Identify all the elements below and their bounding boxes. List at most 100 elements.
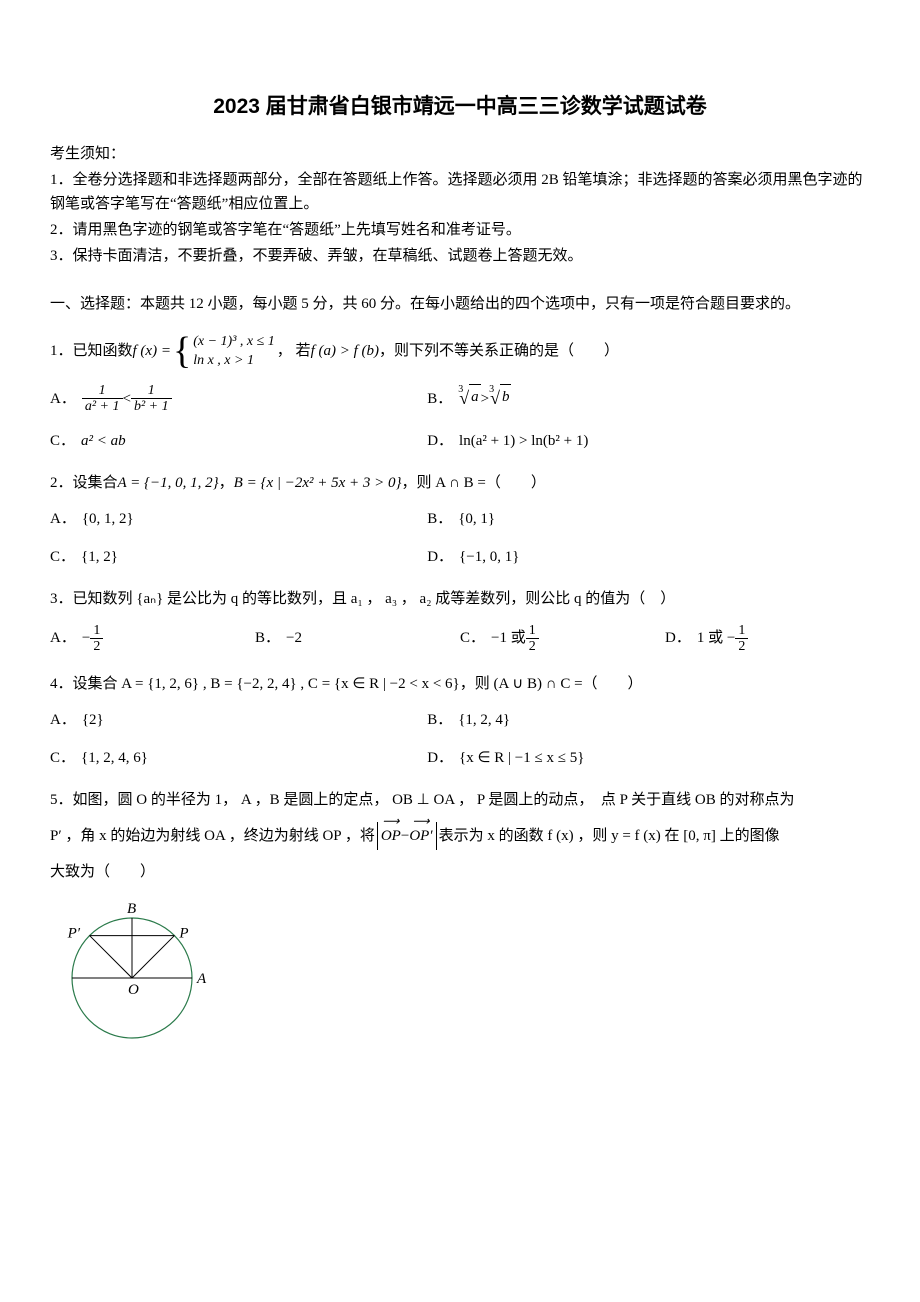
opt-label: A． [50,626,76,650]
opt-text: {1, 2} [81,545,118,569]
question-3: 3．已知数列 {aₙ} 是公比为 q 的等比数列，且 a₁ ， a₃ ， a₂ … [50,587,870,655]
radius-opp [90,936,132,978]
q2-pre: 2．设集合 [50,471,118,495]
label-a: A [196,971,207,987]
q2-option-d: D．{−1, 0, 1} [427,545,870,569]
radicand: b [500,384,512,409]
frac-num: 1 [526,623,539,639]
frac-num: 1 [90,623,103,639]
q4-option-c: C．{1, 2, 4, 6} [50,746,427,770]
question-4: 4．设集合 A = {1, 2, 6} , B = {−2, 2, 4} , C… [50,672,870,770]
vector-opp: OP′ [409,824,432,848]
opt-label: D． [427,746,453,770]
frac-num: 1 [735,623,748,639]
opt-pre: −1 或 [491,626,526,650]
q2-option-c: C．{1, 2} [50,545,427,569]
gt-sign: > [481,387,489,411]
q1-case1: (x − 1)³ , x ≤ 1 [193,332,275,352]
q3-option-d: D． 1 或 − 12 [665,623,870,655]
q1-option-a: A． 1a² + 1 < 1b² + 1 [50,383,427,415]
q1-option-c: C． a² < ab [50,429,427,453]
opt-label: D． [427,429,453,453]
q4-option-b: B．{1, 2, 4} [427,708,870,732]
frac-den: a² + 1 [82,399,123,414]
opt-text: −2 [286,626,302,650]
opt-label: D． [427,545,453,569]
q1-prefix: 1．已知函数 [50,339,133,363]
q5-line3: 大致为（ ） [50,860,870,884]
opt-text: {2} [82,708,104,732]
opt-label: A． [50,387,76,411]
instr-line: 1．全卷分选择题和非选择题两部分，全部在答题纸上作答。选择题必须用 2B 铅笔填… [50,168,870,216]
q4-option-d: D．{x ∈ R | −1 ≤ x ≤ 5} [427,746,870,770]
opt-label: B． [427,387,452,411]
opt-text: {0, 1, 2} [82,507,134,531]
opt-text: a² < ab [81,429,126,453]
q5-line2-mid: 表示为 x 的函数 f (x) ，则 y = f (x) 在 [0, π] 上的… [439,824,780,848]
frac-den: 2 [735,639,748,654]
opt-text: {x ∈ R | −1 ≤ x ≤ 5} [459,746,584,770]
minus-sign: − [401,824,409,848]
opt-label: C． [50,746,75,770]
opt-text: {0, 1} [458,507,495,531]
opt-label: A． [50,708,76,732]
q2-setA: A = {−1, 0, 1, 2} [118,471,219,495]
opt-label: B． [255,626,280,650]
frac-num: 1 [82,383,123,399]
neg-sign: − [82,626,90,650]
instr-heading: 考生须知： [50,142,870,166]
q1-option-b: B． 3√a > 3√b [427,383,870,415]
opt-text: {−1, 0, 1} [459,545,519,569]
frac-den: 2 [526,639,539,654]
frac-num: 1 [131,383,172,399]
question-1: 1．已知函数 f (x) = { (x − 1)³ , x ≤ 1 ln x ,… [50,332,870,453]
q4-stem: 4．设集合 A = {1, 2, 6} , B = {−2, 2, 4} , C… [50,672,870,696]
opt-text: ln(a² + 1) > ln(b² + 1) [459,429,588,453]
label-p: P [178,926,188,942]
opt-label: C． [50,545,75,569]
section-heading: 一、选择题：本题共 12 小题，每小题 5 分，共 60 分。在每小题给出的四个… [50,292,870,316]
q5-abs-expr: OP − OP′ [377,822,437,850]
opt-label: B． [427,708,452,732]
opt-text: {1, 2, 4, 6} [81,746,148,770]
q3-option-b: B． −2 [255,623,460,655]
q2-post: ，则 A ∩ B =（ ） [402,471,546,495]
q5-diagram: B P P′ A O [50,896,870,1064]
q3-option-a: A． − 12 [50,623,255,655]
q5-stem: 5．如图，圆 O 的半径为 1， A ，B 是圆上的定点， OB ⊥ OA ， … [50,788,870,884]
opt-label: D． [665,626,691,650]
q1-fx: f (x) = [133,339,171,363]
label-pp: P′ [67,926,81,942]
frac-den: 2 [90,639,103,654]
q3-option-c: C． −1 或 12 [460,623,665,655]
q1-stem: 1．已知函数 f (x) = { (x − 1)³ , x ≤ 1 ln x ,… [50,332,870,371]
radicand: a [469,384,481,409]
q4-option-a: A． {2} [50,708,427,732]
opt-label: C． [460,626,485,650]
label-o: O [128,982,139,998]
question-5: 5．如图，圆 O 的半径为 1， A ，B 是圆上的定点， OB ⊥ OA ， … [50,788,870,1064]
instructions: 考生须知： 1．全卷分选择题和非选择题两部分，全部在答题纸上作答。选择题必须用 … [50,142,870,268]
q4-text: 4．设集合 A = {1, 2, 6} , B = {−2, 2, 4} , C… [50,672,643,696]
q1-case2: ln x , x > 1 [193,351,275,371]
q1-mid: ， 若 [277,339,311,363]
opt-pre: 1 或 − [697,626,735,650]
q3-stem: 3．已知数列 {aₙ} 是公比为 q 的等比数列，且 a₁ ， a₃ ， a₂ … [50,587,870,611]
instr-line: 3．保持卡面清洁，不要折叠，不要弄破、弄皱，在草稿纸、试题卷上答题无效。 [50,244,870,268]
frac-den: b² + 1 [131,399,172,414]
q2-stem: 2．设集合 A = {−1, 0, 1, 2} ， B = {x | −2x² … [50,471,870,495]
q2-setB: B = {x | −2x² + 5x + 3 > 0} [234,471,402,495]
q5-line2-pre: P′ ，角 x 的始边为射线 OA ，终边为射线 OP ，将 [50,824,375,848]
opt-label: A． [50,507,76,531]
q5-line1: 5．如图，圆 O 的半径为 1， A ，B 是圆上的定点， OB ⊥ OA ， … [50,788,870,812]
opt-text: {1, 2, 4} [458,708,510,732]
radius-op [132,936,174,978]
comma: ， [219,471,234,495]
page-title: 2023 届甘肃省白银市靖远一中高三三诊数学试题试卷 [50,90,870,124]
opt-label: B． [427,507,452,531]
q1-suffix: ，则下列不等关系正确的是（ ） [379,339,619,363]
q1-cond: f (a) > f (b) [311,339,379,363]
q2-option-a: A．{0, 1, 2} [50,507,427,531]
label-b: B [127,901,136,917]
question-2: 2．设集合 A = {−1, 0, 1, 2} ， B = {x | −2x² … [50,471,870,569]
